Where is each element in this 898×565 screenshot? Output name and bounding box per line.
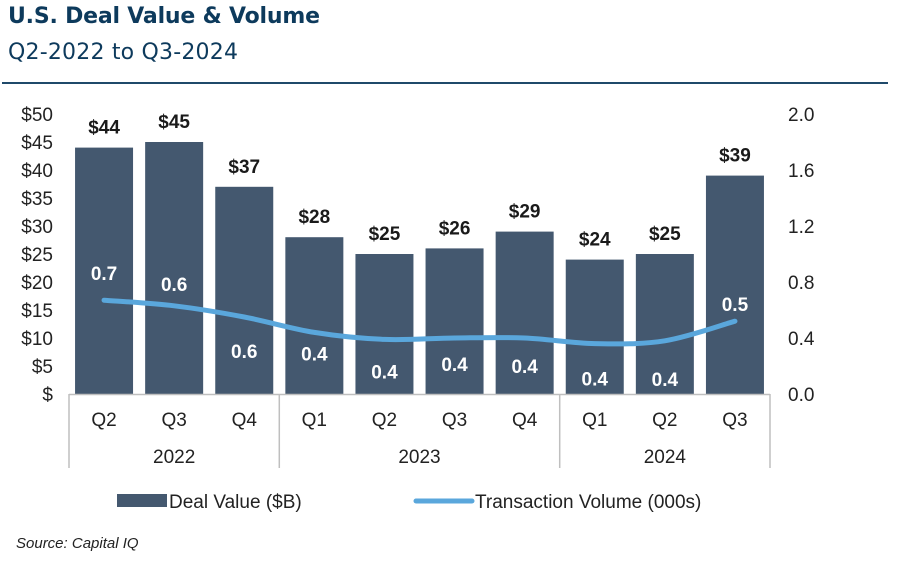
deal-value-bars: [75, 142, 764, 394]
deal-value-volume-chart: $ $5 $10 $15 $20 $25 $30 $35 $40 $45 $50 0.0 0.4 0.8…: [21, 105, 815, 513]
left-axis-tick-label: $35: [21, 189, 53, 210]
transaction-volume-line: [101, 297, 738, 347]
right-axis-tick-label: 0.4: [788, 329, 815, 350]
x-axis-year-label: 2023: [398, 447, 440, 468]
deal-value-data-label: $25: [369, 224, 401, 245]
legend-label-transaction-volume: Transaction Volume (000s): [475, 492, 701, 513]
right-y-axis: 0.0 0.4 0.8 1.2 1.6 2.0: [788, 105, 815, 406]
x-axis-year-label: 2022: [153, 447, 195, 468]
deal-value-bar: [425, 248, 484, 394]
deal-value-bar: [355, 254, 414, 394]
right-axis-tick-label: 1.2: [788, 217, 814, 238]
legend-bar-swatch: [117, 494, 167, 507]
deal-value-data-label: $25: [649, 224, 681, 245]
transaction-volume-labels: 0.7 0.6 0.6 0.4 0.4 0.4 0.4 0.4 0.4 0.5: [91, 264, 749, 391]
x-axis-category-label: Q2: [652, 410, 677, 431]
deal-value-bar: [215, 186, 274, 394]
deal-value-data-label: $37: [228, 157, 260, 178]
x-axis-category-label: Q4: [512, 410, 538, 431]
transaction-volume-data-label: 0.5: [722, 295, 749, 316]
source-note: Source: Capital IQ: [16, 535, 139, 552]
deal-value-labels: $44 $45 $37 $28 $25 $26 $29 $24 $25 $39: [88, 112, 751, 251]
legend: Deal Value ($B) Transaction Volume (000s): [117, 492, 701, 513]
x-axis-category-label: Q2: [91, 410, 116, 431]
x-axis-year-label: 2024: [644, 447, 687, 468]
left-axis-tick-label: $5: [32, 357, 53, 378]
left-axis-tick-label: $40: [21, 161, 53, 182]
chart-subtitle: Q2-2022 to Q3-2024: [8, 40, 239, 65]
deal-value-data-label: $44: [88, 118, 120, 139]
deal-value-bar: [565, 259, 624, 394]
x-axis-category-label: Q3: [161, 410, 186, 431]
deal-value-bar: [635, 254, 694, 394]
transaction-volume-data-label: 0.4: [301, 344, 328, 365]
transaction-volume-data-label: 0.6: [161, 275, 187, 296]
x-axis: Q2 Q3 Q4 Q1 Q2 Q3 Q4 Q1 Q2 Q3 2022 2023 2024: [68, 393, 771, 468]
left-y-axis: $ $5 $10 $15 $20 $25 $30 $35 $40 $45 $50: [21, 105, 53, 406]
transaction-volume-data-label: 0.7: [91, 264, 117, 285]
deal-value-bar: [495, 231, 554, 394]
x-axis-category-label: Q1: [302, 410, 327, 431]
deal-value-data-label: $39: [719, 146, 751, 167]
deal-value-bar: [145, 142, 204, 394]
chart-title: U.S. Deal Value & Volume: [8, 4, 320, 29]
deal-value-data-label: $26: [439, 218, 471, 239]
deal-value-data-label: $28: [298, 207, 330, 228]
deal-value-bar: [285, 237, 344, 394]
left-axis-tick-label: $30: [21, 217, 53, 238]
right-axis-tick-label: 0.8: [788, 273, 814, 294]
transaction-volume-data-label: 0.6: [231, 342, 257, 363]
right-axis-tick-label: 0.0: [788, 385, 814, 406]
left-axis-tick-label: $: [42, 385, 53, 406]
x-axis-category-label: Q3: [442, 410, 467, 431]
transaction-volume-data-label: 0.4: [441, 355, 468, 376]
title-divider: [2, 82, 888, 84]
x-axis-category-label: Q4: [232, 410, 258, 431]
deal-value-data-label: $45: [158, 112, 190, 133]
transaction-volume-series-line: [101, 297, 738, 347]
left-axis-tick-label: $20: [21, 273, 53, 294]
x-axis-category-label: Q3: [722, 410, 747, 431]
transaction-volume-data-label: 0.4: [582, 370, 609, 391]
left-axis-tick-label: $25: [21, 245, 53, 266]
transaction-volume-data-label: 0.4: [652, 370, 679, 391]
deal-value-data-label: $29: [509, 202, 541, 223]
left-axis-tick-label: $50: [21, 105, 53, 126]
x-axis-category-label: Q2: [372, 410, 397, 431]
x-axis-category-label: Q1: [582, 410, 607, 431]
left-axis-tick-label: $45: [21, 133, 53, 154]
left-axis-tick-label: $15: [21, 301, 53, 322]
deal-value-bar: [75, 147, 134, 394]
right-axis-tick-label: 1.6: [788, 161, 814, 182]
right-axis-tick-label: 2.0: [788, 105, 814, 126]
left-axis-tick-label: $10: [21, 329, 53, 350]
deal-value-bar: [705, 175, 764, 394]
deal-value-data-label: $24: [579, 230, 611, 251]
transaction-volume-data-label: 0.4: [511, 357, 538, 378]
transaction-volume-data-label: 0.4: [371, 362, 398, 383]
legend-label-deal-value: Deal Value ($B): [169, 492, 302, 513]
